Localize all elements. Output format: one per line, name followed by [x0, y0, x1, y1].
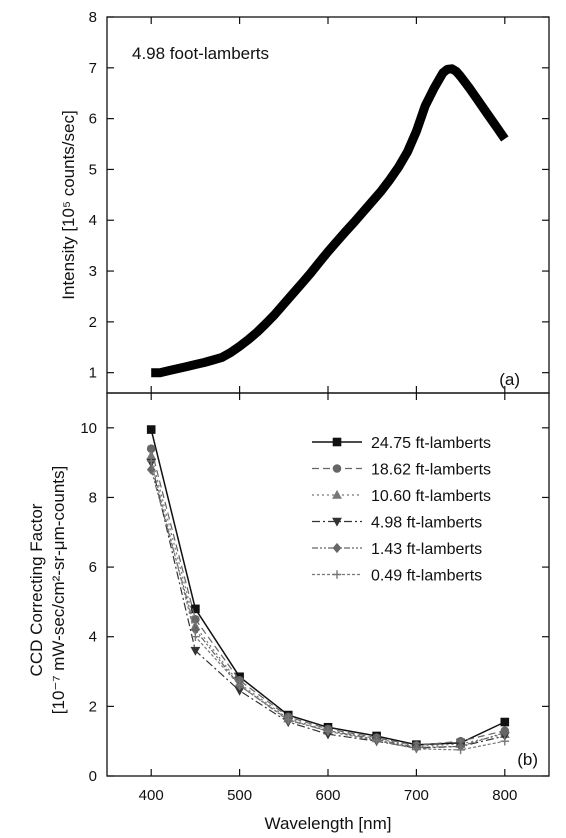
panel-b-y-tick-label: 10 [80, 420, 97, 437]
panel-a-y-tick-label: 6 [89, 111, 97, 128]
panel-a-y-tick-label: 7 [89, 60, 97, 77]
panel-b-data-point [191, 604, 200, 614]
x-tick-label: 400 [139, 787, 164, 804]
panel-b-y-tick-label: 2 [89, 698, 97, 715]
panel-b-ticks: 0 2 4 6 8 10 400 500 600 700 800 [80, 393, 549, 804]
legend-label: 0.49 ft-lamberts [371, 568, 482, 585]
panel-a-y-tick-label: 4 [89, 212, 97, 229]
panel-b-y-tick-label: 6 [89, 559, 97, 576]
legend-label: 18.62 ft-lamberts [371, 462, 491, 479]
panel-b-data-point [456, 745, 465, 755]
panel-a-y-axis-label: Intensity [10⁵ counts/sec] [59, 110, 78, 299]
panel-b-data-point [500, 736, 510, 746]
panel-b-y-axis-label: CCD Correcting Factor [27, 503, 46, 676]
panel-b-data-point [283, 715, 293, 724]
panel-a-y-tick-label: 8 [89, 9, 97, 26]
legend-entry: 4.98 ft-lamberts [312, 515, 482, 532]
legend-label: 10.60 ft-lamberts [371, 488, 491, 505]
panel-b-series [146, 425, 510, 755]
panel-b-data-point [146, 464, 156, 475]
legend-entry: 1.43 ft-lamberts [312, 541, 482, 558]
panel-b-y-tick-label: 4 [89, 629, 97, 646]
panel-a-annotation: 4.98 foot-lamberts [132, 44, 269, 63]
panel-a-label: (a) [499, 370, 520, 389]
panel-b-data-point [190, 646, 201, 656]
panel-a-series [151, 64, 509, 378]
panel-b-data-point [146, 450, 157, 460]
panel-b-data-point [234, 686, 245, 696]
legend-marker [332, 464, 342, 473]
panel-a-y-tick-label: 3 [89, 263, 97, 280]
panel-b-data-point [500, 717, 510, 727]
legend-label: 24.75 ft-lamberts [371, 435, 491, 452]
legend-entry: 18.62 ft-lamberts [312, 462, 491, 479]
panel-a-series-line [151, 64, 509, 378]
panel-b: 0 2 4 6 8 10 400 500 600 700 800 24.75 ft-lamberts… [27, 392, 550, 833]
panel-a-y-tick-label: 1 [89, 365, 97, 382]
legend-marker [332, 542, 342, 554]
panel-b-data-point [146, 444, 156, 454]
panel-b-y-tick-label: 0 [89, 768, 97, 785]
panel-b-data-point [500, 727, 510, 738]
panel-b-y-axis-units: [10⁻⁷ mW-sec/cm²-sr-μm-counts] [49, 466, 68, 714]
legend-marker [332, 570, 342, 579]
legend-label: 4.98 ft-lamberts [371, 515, 482, 532]
x-tick-label: 700 [404, 787, 429, 804]
panel-a: 1 2 3 4 5 6 7 8 4.98 foot-lamberts (a) Intensit… [59, 9, 550, 394]
panel-a-y-tick-label: 2 [89, 314, 97, 331]
x-tick-label: 800 [492, 787, 517, 804]
panel-b-data-point [235, 681, 244, 690]
legend-marker [332, 517, 342, 527]
panel-b-data-point [323, 727, 333, 736]
panel-b-y-tick-label: 8 [89, 489, 97, 506]
panel-b-series-5 [146, 456, 510, 755]
x-tick-label: 500 [227, 787, 252, 804]
legend-marker [332, 437, 342, 447]
panel-b-series-line [150, 469, 505, 749]
panel-b-series-4 [146, 464, 510, 753]
panel-b-data-point [412, 744, 421, 754]
panel-b-legend: 24.75 ft-lamberts 18.62 ft-lamberts 10.60 … [312, 435, 491, 585]
x-tick-label: 600 [315, 787, 340, 804]
legend-label: 1.43 ft-lamberts [371, 541, 482, 558]
panel-b-label: (b) [517, 750, 538, 769]
legend-entry: 10.60 ft-lamberts [312, 488, 491, 505]
panel-b-data-point [146, 456, 156, 466]
x-axis-label: Wavelength [nm] [265, 814, 392, 833]
panel-a-frame [106, 16, 550, 394]
panel-b-data-point [191, 632, 200, 642]
legend-marker [332, 489, 342, 499]
panel-b-series-line [150, 462, 505, 749]
legend-entry: 24.75 ft-lamberts [312, 435, 491, 452]
panel-a-y-tick-label: 5 [89, 161, 97, 178]
legend-entry: 0.49 ft-lamberts [312, 568, 482, 585]
panel-b-data-point [372, 736, 381, 745]
panel-a-ticks: 1 2 3 4 5 6 7 8 [89, 9, 549, 393]
panel-b-data-point [146, 425, 156, 434]
